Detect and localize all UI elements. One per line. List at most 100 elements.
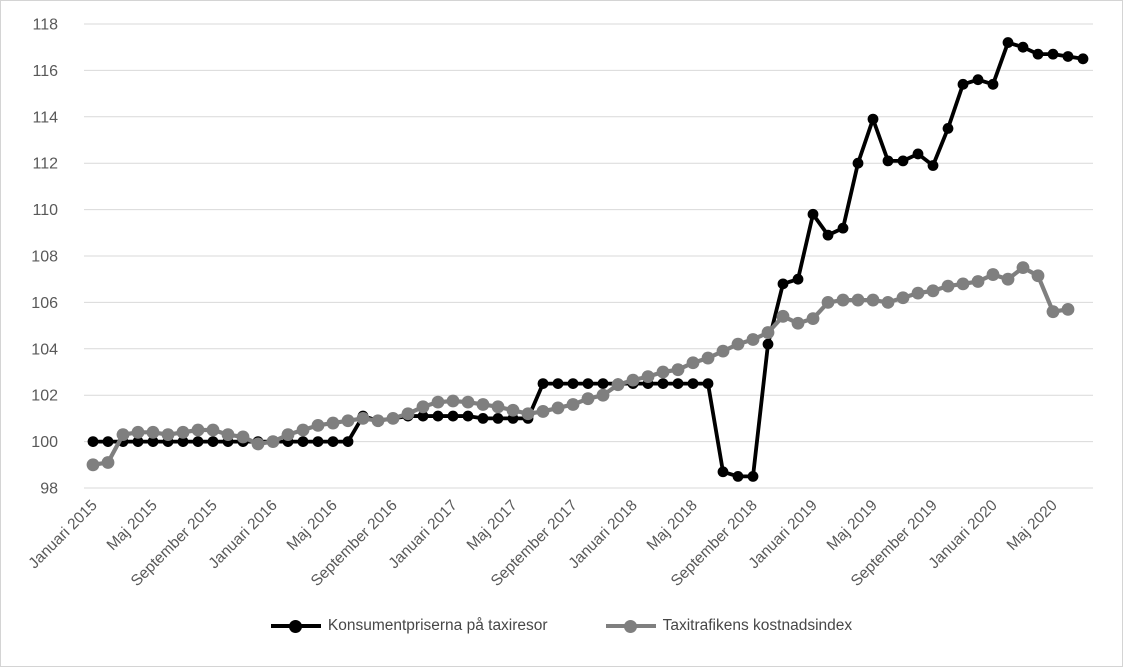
data-point-marker <box>416 400 430 414</box>
data-point-marker <box>462 410 474 422</box>
y-tick-label: 114 <box>32 109 58 126</box>
data-point-marker <box>477 413 489 424</box>
y-tick-label: 116 <box>32 63 58 80</box>
data-point-marker <box>552 378 564 389</box>
data-point-marker <box>1002 37 1014 48</box>
data-point-marker <box>132 436 144 447</box>
data-point-marker <box>596 388 610 402</box>
data-point-marker <box>882 155 894 167</box>
data-point-marker <box>896 291 910 305</box>
data-point-marker <box>1031 269 1045 283</box>
data-point-marker <box>672 378 684 389</box>
x-tick-label: Maj 2017 <box>464 497 521 554</box>
data-point-marker <box>866 293 880 307</box>
data-point-marker <box>581 392 595 406</box>
data-point-marker <box>281 428 295 442</box>
data-point-marker <box>746 333 760 346</box>
data-point-marker <box>716 344 730 358</box>
data-point-marker <box>717 466 729 478</box>
data-point-marker <box>102 436 114 447</box>
data-point-marker <box>597 378 609 389</box>
data-point-marker <box>791 316 805 330</box>
data-point-marker <box>912 148 924 160</box>
data-point-marker <box>326 416 340 430</box>
data-point-marker <box>582 378 594 389</box>
data-point-marker <box>1032 48 1044 60</box>
data-point-marker <box>506 403 520 417</box>
data-point-marker <box>836 293 850 307</box>
gridlines <box>84 23 1093 489</box>
x-tick-label: Maj 2019 <box>824 497 881 554</box>
data-point-marker <box>176 425 190 439</box>
data-point-marker <box>236 430 250 444</box>
data-point-marker <box>972 74 984 86</box>
data-point-marker <box>266 435 280 448</box>
data-point-marker <box>447 410 459 422</box>
data-point-marker <box>702 378 714 389</box>
data-point-marker <box>297 436 309 447</box>
data-point-marker <box>567 378 579 389</box>
y-tick-label: 108 <box>31 249 58 266</box>
data-point-marker <box>732 471 744 482</box>
data-point-marker <box>536 405 550 418</box>
data-point-marker <box>431 395 445 409</box>
data-point-marker <box>761 326 775 339</box>
y-axis-labels: 98 100 102 104 106 108 110 112 114 116 118 <box>31 17 58 498</box>
data-point-marker <box>192 436 204 447</box>
data-point-marker <box>221 428 235 442</box>
data-point-marker <box>942 123 954 134</box>
data-point-marker <box>657 378 669 389</box>
y-tick-label: 100 <box>31 434 58 451</box>
data-point-marker <box>191 423 205 437</box>
data-point-marker <box>446 394 460 408</box>
data-point-marker <box>777 278 789 290</box>
data-point-marker <box>821 296 835 309</box>
y-tick-label: 102 <box>31 388 58 405</box>
data-point-marker <box>1046 305 1060 319</box>
data-point-marker <box>986 268 1000 281</box>
data-point-marker <box>521 407 535 421</box>
data-point-marker <box>1017 41 1029 53</box>
data-point-marker <box>101 456 115 469</box>
data-point-marker <box>341 414 355 428</box>
data-point-marker <box>432 410 444 422</box>
data-point-marker <box>566 398 580 411</box>
x-tick-label: Maj 2020 <box>1004 497 1061 554</box>
data-point-marker <box>671 363 685 377</box>
data-point-marker <box>911 286 925 300</box>
gray-line-marker-swatch <box>605 619 656 634</box>
data-point-marker <box>762 338 774 350</box>
data-point-marker <box>161 428 175 442</box>
data-point-marker <box>296 423 310 437</box>
data-point-marker <box>491 400 505 414</box>
legend-item-kostnadsindex: Taxitrafikens kostnadsindex <box>605 617 853 635</box>
data-point-marker <box>492 413 504 424</box>
data-point-marker <box>641 370 655 384</box>
data-point-marker <box>731 337 745 351</box>
data-point-marker <box>926 284 940 298</box>
y-tick-label: 110 <box>32 202 58 219</box>
legend-label-konsumentpriserna: Konsumentpriserna på taxiresor <box>327 617 548 634</box>
data-point-marker <box>956 277 970 291</box>
data-point-marker <box>1016 261 1030 274</box>
data-point-marker <box>1061 302 1075 316</box>
data-point-marker <box>852 157 864 169</box>
data-point-marker <box>897 155 909 167</box>
data-point-marker <box>1047 48 1059 60</box>
y-tick-label: 104 <box>31 341 58 358</box>
data-point-marker <box>87 436 99 447</box>
data-point-marker <box>312 436 324 447</box>
legend-label-kostnadsindex: Taxitrafikens kostnadsindex <box>662 617 853 634</box>
data-point-marker <box>1001 272 1015 286</box>
data-point-marker <box>476 398 490 411</box>
data-point-marker <box>881 296 895 309</box>
data-point-marker <box>356 412 370 425</box>
data-point-marker <box>687 378 699 389</box>
data-point-marker <box>371 414 385 428</box>
data-point-marker <box>342 436 354 447</box>
data-point-marker <box>837 222 849 234</box>
series-kostnadsindex <box>86 261 1075 472</box>
data-point-marker <box>656 365 670 379</box>
data-point-marker <box>386 412 400 425</box>
